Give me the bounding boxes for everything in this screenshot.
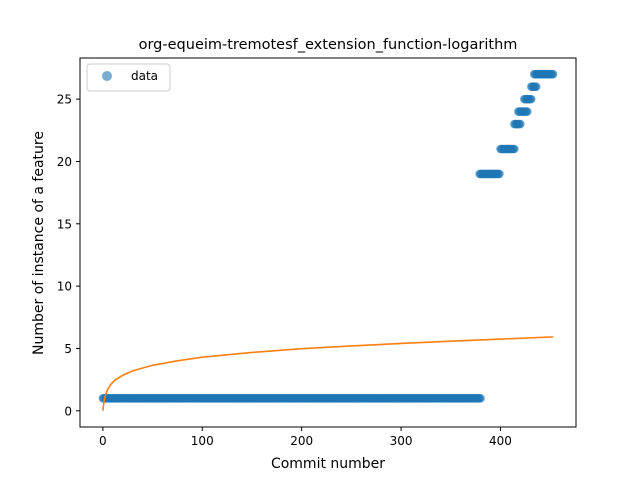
axes: 0 100 200 300 400 0 5 10 15 20 25	[57, 57, 577, 448]
y-tick-label: 0	[64, 404, 72, 418]
y-tick-label: 20	[57, 155, 72, 169]
legend-marker	[102, 71, 112, 81]
plot-marks	[98, 69, 558, 411]
x-tick-label: 100	[191, 434, 214, 448]
y-tick-label: 10	[57, 280, 72, 294]
y-tick-label: 5	[64, 342, 72, 356]
legend-label: data	[131, 69, 158, 83]
y-tick-label: 15	[57, 217, 72, 231]
x-axis-label: Commit number	[271, 456, 385, 472]
data-point	[495, 169, 504, 179]
data-point	[522, 107, 532, 116]
fit-line	[102, 336, 554, 411]
legend-box	[86, 63, 171, 92]
data-point	[531, 82, 541, 91]
data-point	[526, 94, 536, 104]
data-point	[510, 144, 519, 154]
legend: data	[86, 63, 171, 92]
data-point	[548, 69, 558, 79]
plot-frame	[79, 57, 577, 428]
data-point	[516, 119, 525, 129]
data-point	[476, 394, 485, 403]
x-tick-label: 400	[489, 434, 512, 448]
chart-title: org-equeim-tremotesf_extension_function-…	[139, 37, 518, 53]
x-tick-label: 0	[99, 434, 107, 448]
y-axis-label: Number of instance of a feature	[31, 131, 47, 355]
x-tick-label: 300	[390, 434, 413, 448]
y-tick-label: 25	[57, 93, 72, 107]
x-tick-label: 200	[290, 434, 313, 448]
